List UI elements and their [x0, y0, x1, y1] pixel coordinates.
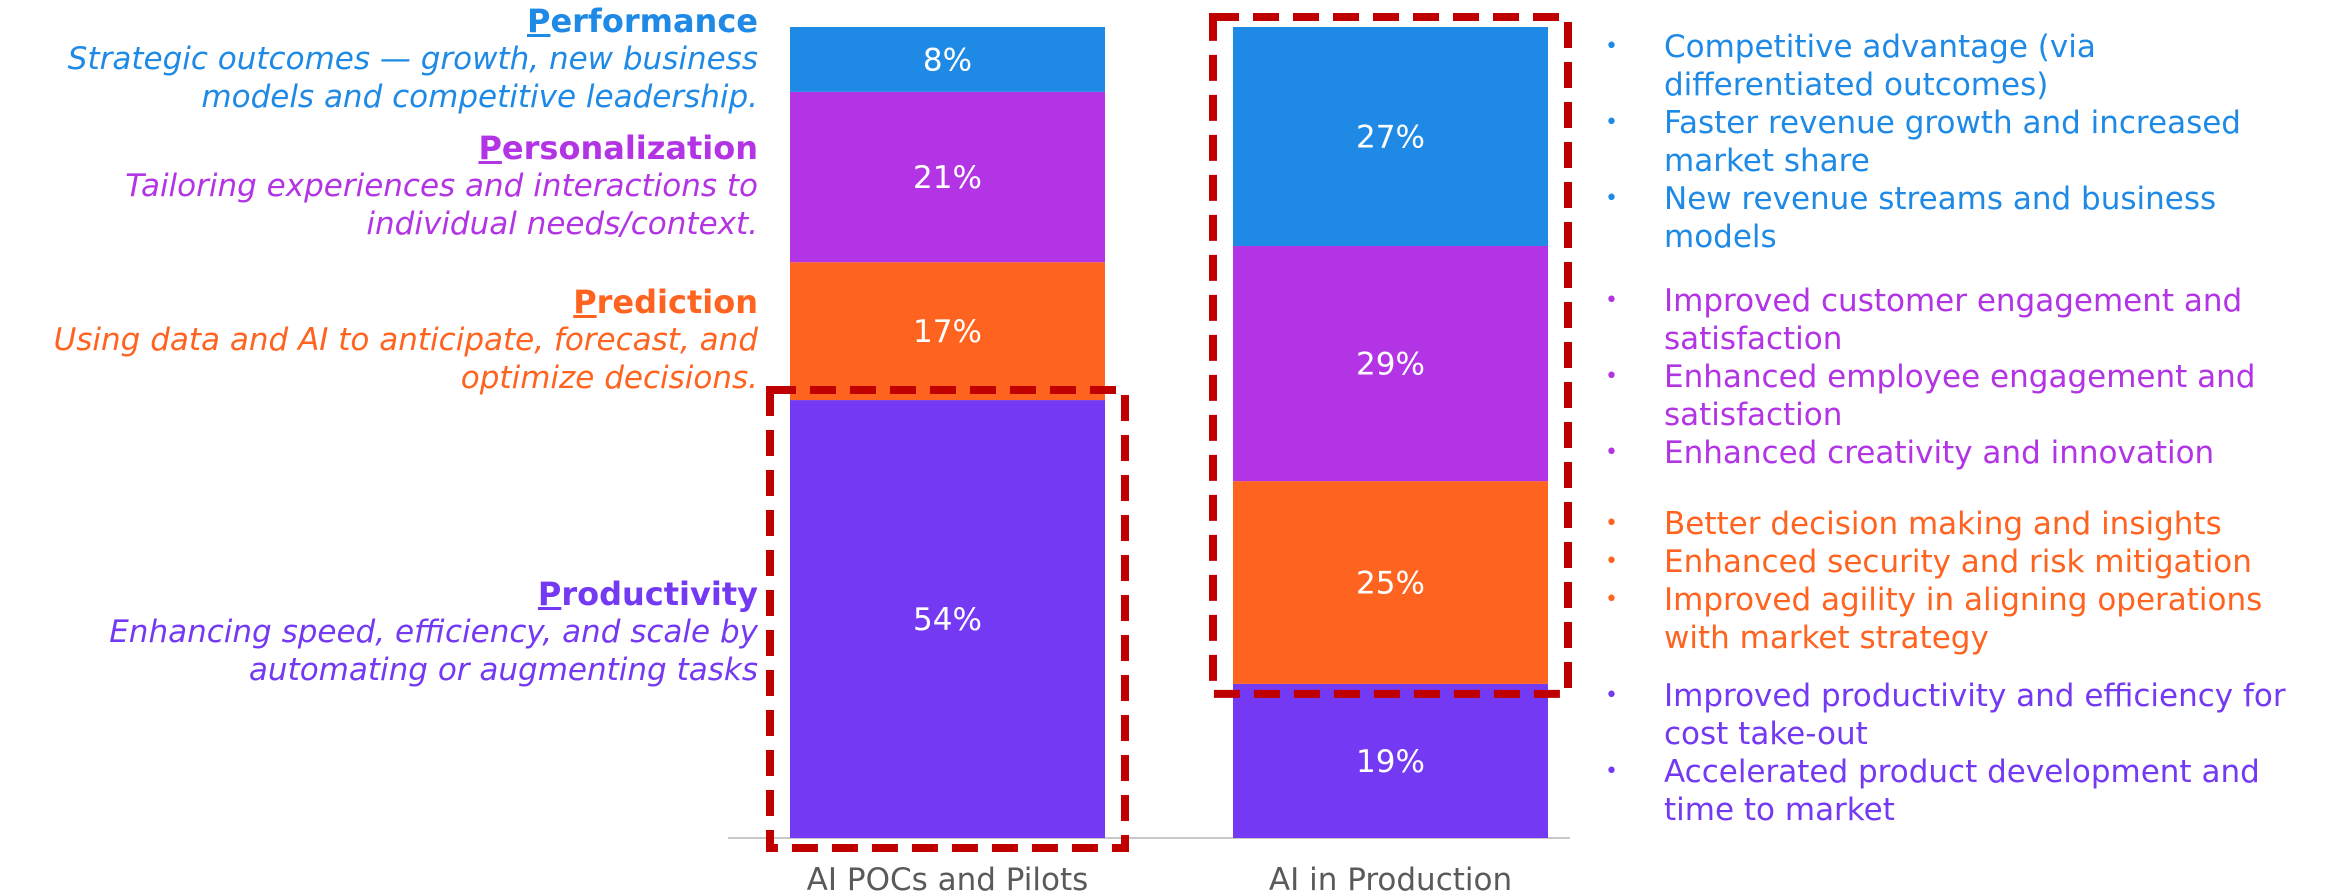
bar-performance-1 [1233, 27, 1548, 246]
bullet-text-line: Enhanced creativity and innovation [1664, 435, 2215, 471]
bar-personalization-0 [790, 91, 1105, 263]
bullet-text-line: satisfaction [1664, 321, 1843, 357]
bullet-item: • Competitive advantage (via differentiate… [1600, 28, 2336, 104]
bullet-group-performance: • Competitive advantage (via differentiate… [1600, 28, 2336, 256]
label-personalization-title: Personalization [478, 129, 758, 167]
bullet-text-line: with market strategy [1664, 620, 1989, 656]
bullet-dot: • [1605, 34, 1618, 59]
data-label-productivity-0: 54% [913, 602, 982, 638]
data-label-personalization-0: 21% [913, 160, 982, 196]
x-tick-label-1: AI in Production [1269, 862, 1512, 893]
bullet-text-line: Improved agility in aligning operations [1664, 582, 2263, 618]
label-prediction-desc-2: optimize decisions. [460, 360, 758, 396]
label-personalization-desc-2: individual needs/context. [366, 206, 758, 242]
bullet-dot: • [1605, 759, 1618, 784]
bullet-item: • Enhanced employee engagement and satisfa… [1600, 358, 2336, 434]
bullet-item: • Better decision making and insights [1600, 505, 2336, 543]
bullet-item: • Enhanced security and risk mitigation [1600, 543, 2336, 581]
bullet-item: • Faster revenue growth and increased mark… [1600, 104, 2336, 180]
bullet-text-line: differentiated outcomes) [1664, 67, 2049, 103]
bullet-group-productivity: • Improved productivity and efficiency fo… [1600, 677, 2336, 829]
bullet-text-line: time to market [1664, 792, 1895, 828]
bullet-text-line: satisfaction [1664, 397, 1843, 433]
bullet-text-line: Competitive advantage (via [1664, 29, 2096, 65]
bullet-dot: • [1605, 364, 1618, 389]
bullet-item: • Improved customer engagement and satisfa… [1600, 282, 2336, 358]
highlight-box-1 [1209, 13, 1572, 698]
data-label-prediction-1: 25% [1356, 566, 1425, 602]
label-performance: Performance Strategic outcomes — growth,… [68, 2, 758, 116]
label-personalization-desc-1: Tailoring experiences and interactions t… [125, 168, 758, 204]
bullet-item: • New revenue streams and business models [1600, 180, 2336, 256]
label-performance-desc-2: models and competitive leadership. [201, 79, 758, 115]
bar-performance-0 [790, 27, 1105, 92]
bullet-group-personalization: • Improved customer engagement and satisfa… [1600, 282, 2336, 472]
bullet-text-line: Improved productivity and efficiency for [1664, 678, 2286, 714]
bar-productivity-1 [1233, 683, 1548, 838]
bullet-text-line: market share [1664, 143, 1870, 179]
bullet-dot: • [1605, 511, 1618, 536]
bullet-text-line: Improved customer engagement and [1664, 283, 2243, 319]
bar-personalization-1 [1233, 245, 1548, 482]
label-productivity: Productivity Enhancing speed, efficiency… [109, 575, 758, 689]
bullet-item: • Accelerated product development and time… [1600, 753, 2336, 829]
highlight-box-0 [766, 386, 1129, 852]
label-personalization: Personalization Tailoring experiences an… [125, 129, 758, 243]
x-tick-label-0: AI POCs and Pilots [807, 862, 1089, 893]
bullet-text-line: Enhanced security and risk mitigation [1664, 544, 2252, 580]
bullet-item: • Enhanced creativity and innovation [1600, 434, 2336, 472]
bullet-group-prediction: • Better decision making and insights • Enh… [1600, 505, 2336, 657]
bullet-item: • Improved productivity and efficiency fo… [1600, 677, 2336, 753]
label-productivity-desc-2: automating or augmenting tasks [248, 652, 758, 688]
label-performance-desc-1: Strategic outcomes — growth, new busines… [67, 41, 758, 77]
bullet-dot: • [1605, 110, 1618, 135]
bullet-dot: • [1605, 440, 1618, 465]
label-prediction-desc-1: Using data and AI to anticipate, forecas… [53, 322, 758, 358]
bullet-text-line: Better decision making and insights [1664, 506, 2222, 542]
data-label-performance-1: 27% [1356, 119, 1425, 155]
label-prediction: Prediction Using data and AI to anticipa… [54, 283, 758, 397]
bullet-dot: • [1605, 587, 1618, 612]
label-productivity-title: Productivity [537, 575, 758, 613]
bar-prediction-0 [790, 262, 1105, 401]
data-label-productivity-1: 19% [1356, 744, 1425, 780]
label-productivity-desc-1: Enhancing speed, efficiency, and scale b… [109, 614, 758, 650]
bullet-dot: • [1605, 288, 1618, 313]
data-label-personalization-1: 29% [1356, 347, 1425, 383]
bullet-dot: • [1605, 549, 1618, 574]
bar-productivity-0 [790, 400, 1105, 838]
bullet-text-line: cost take-out [1664, 716, 1868, 752]
bar-prediction-1 [1233, 481, 1548, 684]
bullet-text-line: Accelerated product development and [1664, 754, 2260, 790]
bullet-text-line: Faster revenue growth and increased [1664, 105, 2241, 141]
bullet-dot: • [1605, 683, 1618, 708]
bullet-text-line: New revenue streams and business [1664, 181, 2217, 217]
data-label-performance-0: 8% [923, 42, 972, 78]
bullet-text-line: Enhanced employee engagement and [1664, 359, 2256, 395]
data-label-prediction-0: 17% [913, 314, 982, 350]
bullet-text-line: models [1664, 219, 1777, 255]
label-prediction-title: Prediction [573, 283, 758, 321]
bullet-item: • Improved agility in aligning operations… [1600, 581, 2336, 657]
label-performance-title: Performance [526, 2, 758, 40]
bullet-dot: • [1605, 186, 1618, 211]
